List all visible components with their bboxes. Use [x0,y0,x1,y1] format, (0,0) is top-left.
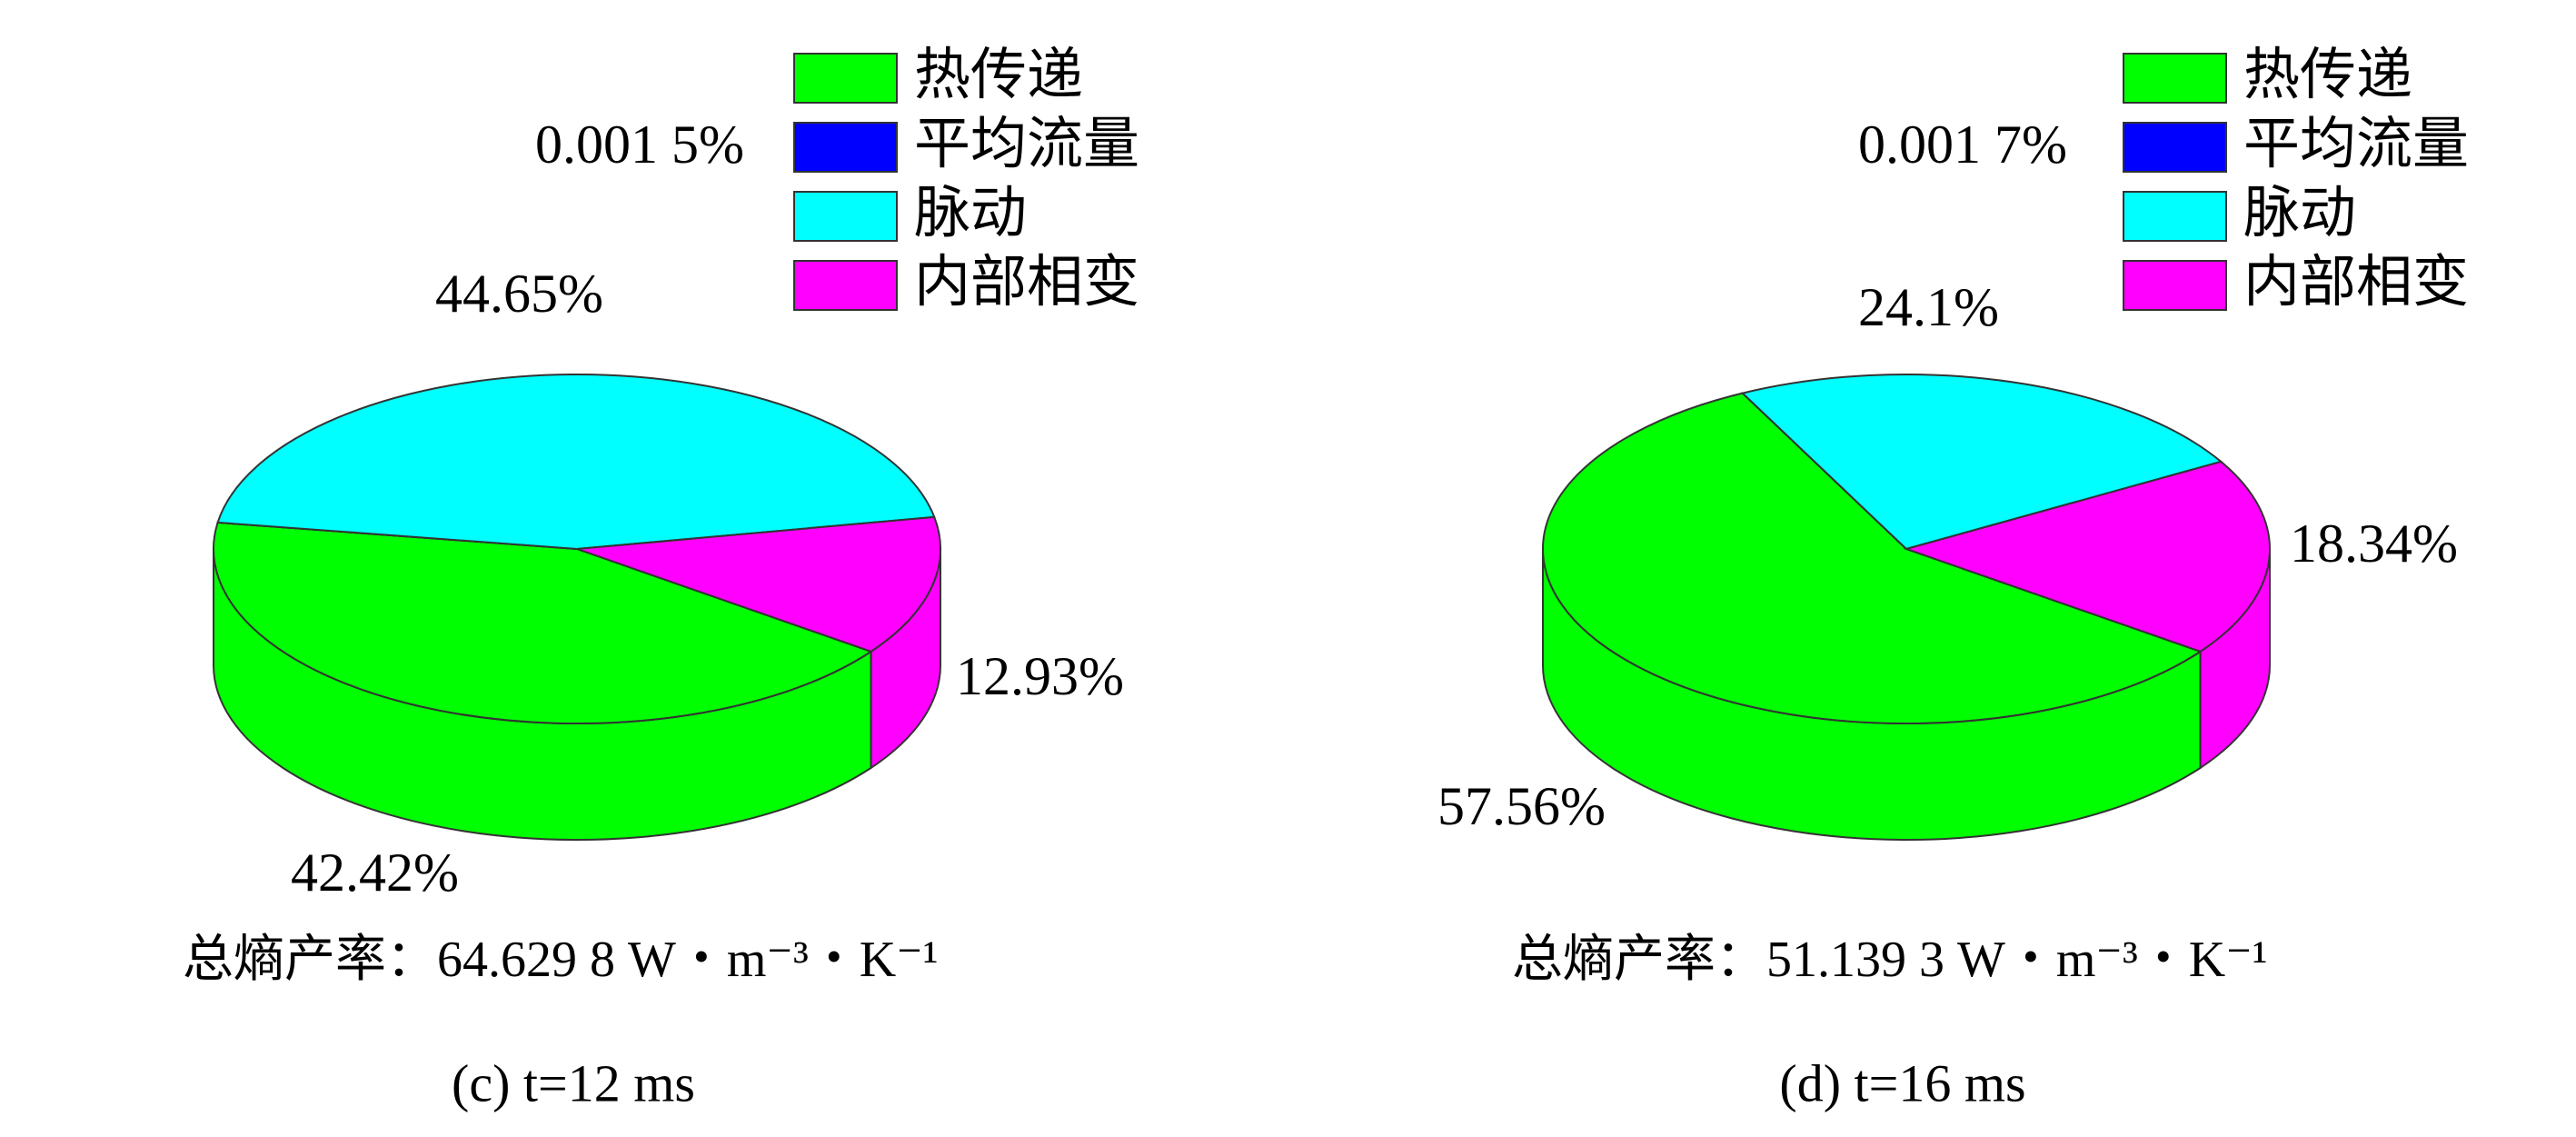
legend-label: 内部相变 [2243,248,2469,314]
legend-swatch [793,53,898,104]
caption: (d) t=16 ms [1779,1053,2025,1112]
caption: (c) t=12 ms [452,1053,695,1112]
legend-label: 脉动 [914,179,1027,245]
slice [213,521,873,724]
subtitle: 总熵产率：51.139 3 W・m⁻³・K⁻¹ [1512,932,2268,988]
legend-label: 平均流量 [914,110,1139,176]
legend-label: 脉动 [2243,179,2356,245]
legend-label: 内部相变 [914,248,1139,314]
legend-swatch [2123,122,2227,173]
value-label: 42.42% [291,843,459,903]
legend-label: 平均流量 [2243,110,2469,176]
legend-swatch [793,260,898,311]
value-label: 0.001 5% [535,115,744,175]
legend-swatch [793,191,898,242]
value-label: 57.56% [1437,776,1606,836]
slice [216,374,936,551]
legend-label: 热传递 [2243,41,2412,107]
value-label: 0.001 7% [1858,115,2067,175]
slice [1903,460,2271,653]
value-label: 18.34% [2290,514,2458,573]
value-label: 12.93% [956,646,1124,706]
slice [1542,392,2203,724]
legend-swatch [2123,53,2227,104]
subtitle: 总熵产率：64.629 8 W・m⁻³・K⁻¹ [183,932,939,988]
value-label: 44.65% [435,264,603,324]
slice [576,515,941,653]
legend-swatch [2123,191,2227,242]
legend-swatch [793,122,898,173]
value-label: 24.1% [1858,277,1999,337]
legend-label: 热传递 [914,41,1083,107]
slice [1740,374,2223,551]
legend-swatch [2123,260,2227,311]
